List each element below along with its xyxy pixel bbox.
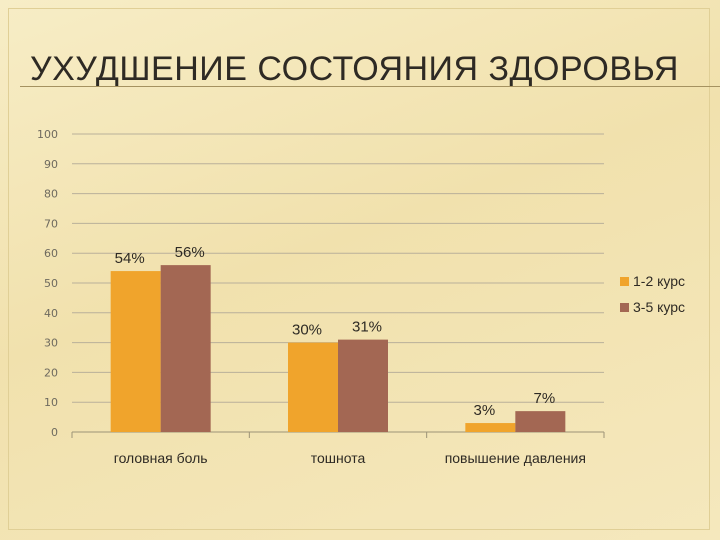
- bar-1-1: [110, 271, 161, 432]
- y-tick-label: 10: [44, 396, 58, 409]
- data-label: 54%: [115, 250, 145, 267]
- bar-2-2: [338, 339, 388, 432]
- legend-label: 3-5 курс: [633, 299, 685, 315]
- chart-legend: 1-2 курс 3-5 курс: [620, 273, 685, 315]
- bar-2-3: [515, 411, 566, 432]
- bar-2-1: [160, 265, 211, 432]
- data-label: 7%: [533, 390, 555, 407]
- bar-1-2: [288, 342, 338, 432]
- legend-swatch: [620, 277, 629, 286]
- legend-swatch: [620, 303, 629, 312]
- y-tick-label: 0: [51, 426, 58, 439]
- y-tick-label: 40: [44, 307, 58, 320]
- category-label: головная боль: [114, 450, 208, 466]
- y-tick-label: 20: [44, 366, 58, 379]
- x-axis-categories: головная боль тошнота повышение давления: [114, 450, 586, 466]
- category-label: тошнота: [311, 450, 366, 466]
- y-axis-ticks: 0 10 20 30 40 50 60 70 80 90 100: [37, 128, 58, 439]
- title-divider: [20, 86, 720, 87]
- y-tick-label: 30: [44, 337, 58, 350]
- y-tick-label: 50: [44, 277, 58, 290]
- bar-1-3: [465, 423, 516, 432]
- y-tick-label: 70: [44, 217, 58, 230]
- data-label: 3%: [473, 402, 495, 419]
- legend-label: 1-2 курс: [633, 273, 685, 289]
- category-label: повышение давления: [445, 450, 586, 466]
- chart-bars: [110, 265, 566, 432]
- slide-title: УХУДШЕНИЕ СОСТОЯНИЯ ЗДОРОВЬЯ: [30, 50, 679, 88]
- chart-data-labels: 54% 56% 30% 31% 3% 7%: [115, 244, 556, 419]
- data-label: 30%: [292, 322, 322, 339]
- y-tick-label: 90: [44, 158, 58, 171]
- y-tick-label: 100: [37, 128, 58, 141]
- y-tick-label: 80: [44, 188, 58, 201]
- data-label: 31%: [352, 319, 382, 336]
- y-tick-label: 60: [44, 247, 58, 260]
- data-label: 56%: [175, 244, 205, 261]
- slide-frame: [8, 8, 710, 530]
